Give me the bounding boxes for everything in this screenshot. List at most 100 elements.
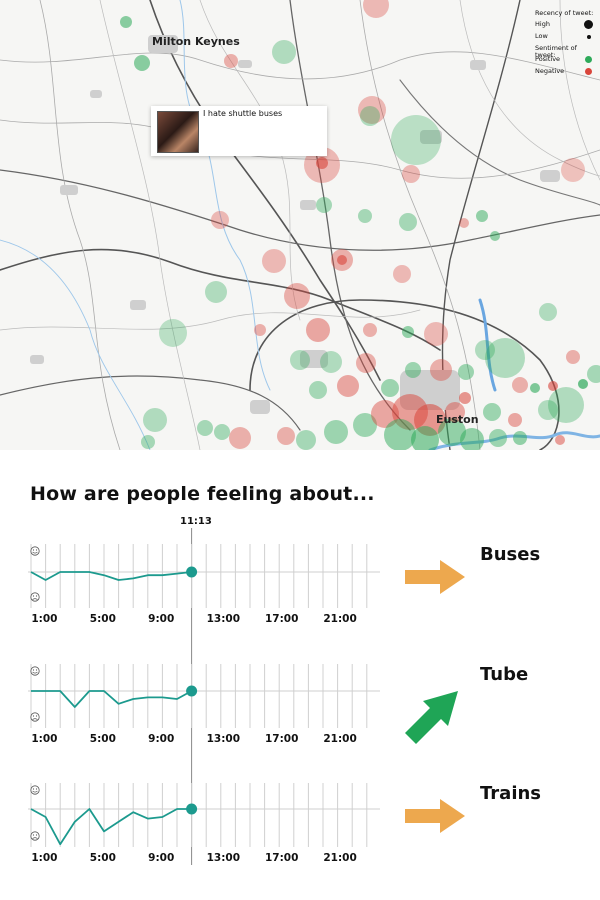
positive-tweet-marker[interactable] <box>384 419 416 450</box>
negative-tweet-marker[interactable] <box>445 402 465 422</box>
negative-tweet-marker[interactable] <box>211 211 229 229</box>
negative-tweet-marker[interactable] <box>277 427 295 445</box>
current-value-dot[interactable] <box>186 803 198 815</box>
positive-tweet-marker[interactable] <box>320 351 342 373</box>
positive-tweet-marker[interactable] <box>143 408 167 432</box>
negative-tweet-marker[interactable] <box>316 157 328 169</box>
negative-tweet-marker[interactable] <box>555 435 565 445</box>
chart-tube[interactable]: 1:00 5:00 9:00 13:00 17:00 21:00 <box>28 664 458 745</box>
positive-tweet-marker[interactable] <box>272 40 296 64</box>
negative-tweet-marker[interactable] <box>371 400 399 428</box>
negative-tweet-marker[interactable] <box>363 0 389 18</box>
negative-tweet-marker[interactable] <box>337 255 347 265</box>
positive-tweet-marker[interactable] <box>458 364 474 380</box>
positive-tweet-marker[interactable] <box>490 231 500 241</box>
positive-tweet-marker[interactable] <box>360 106 380 126</box>
positive-tweet-marker[interactable] <box>411 426 439 450</box>
positive-tweet-marker[interactable] <box>309 381 327 399</box>
time-tick-label: 5:00 <box>90 733 116 745</box>
positive-tweet-marker[interactable] <box>316 197 332 213</box>
positive-tweet-marker[interactable] <box>483 403 501 421</box>
minor-road <box>99 0 201 450</box>
positive-tweet-marker[interactable] <box>134 55 150 71</box>
positive-tweet-marker[interactable] <box>399 213 417 231</box>
river <box>0 239 151 450</box>
positive-tweet-marker[interactable] <box>353 413 377 437</box>
happy-face-icon <box>30 785 40 795</box>
positive-tweet-marker[interactable] <box>530 383 540 393</box>
negative-tweet-marker[interactable] <box>337 375 359 397</box>
tweet-popup[interactable]: I hate shuttle buses <box>151 106 327 156</box>
negative-tweet-marker[interactable] <box>363 323 377 337</box>
chart-trains[interactable]: 1:00 5:00 9:00 13:00 17:00 21:00 <box>28 783 465 864</box>
negative-tweet-marker[interactable] <box>306 318 330 342</box>
positive-tweet-marker[interactable] <box>402 326 414 338</box>
negative-tweet-marker[interactable] <box>358 96 386 124</box>
positive-tweet-marker[interactable] <box>197 420 213 436</box>
river <box>179 0 271 391</box>
time-tick-label: 21:00 <box>323 852 356 864</box>
negative-tweet-marker[interactable] <box>459 218 469 228</box>
negative-tweet-marker[interactable] <box>512 377 528 393</box>
positive-tweet-marker[interactable] <box>538 400 558 420</box>
time-tick-label: 13:00 <box>207 613 240 625</box>
positive-tweet-marker[interactable] <box>548 387 584 423</box>
major-road <box>0 248 441 351</box>
tweet-text: I hate shuttle buses <box>203 109 283 118</box>
time-tick-label: 1:00 <box>31 852 57 864</box>
positive-tweet-marker[interactable] <box>381 379 399 397</box>
sentiment-line <box>30 571 192 581</box>
positive-tweet-marker[interactable] <box>120 16 132 28</box>
negative-tweet-marker[interactable] <box>459 392 471 404</box>
negative-tweet-marker[interactable] <box>566 350 580 364</box>
negative-tweet-marker[interactable] <box>430 359 452 381</box>
negative-tweet-marker[interactable] <box>561 158 585 182</box>
negative-tweet-marker[interactable] <box>284 283 310 309</box>
negative-tweet-marker[interactable] <box>508 413 522 427</box>
happy-face-icon <box>30 546 40 556</box>
mode-label-trains: Trains <box>480 783 542 804</box>
map-legend: Recency of tweet: High Low Sentiment of … <box>533 8 597 78</box>
negative-tweet-marker[interactable] <box>224 54 238 68</box>
map-canvas[interactable] <box>0 0 600 450</box>
minor-road <box>0 119 600 179</box>
legend-item-high: High <box>533 19 597 31</box>
positive-tweet-marker[interactable] <box>539 303 557 321</box>
time-tick-label: 1:00 <box>31 733 57 745</box>
positive-tweet-marker[interactable] <box>438 418 466 446</box>
positive-tweet-marker[interactable] <box>296 430 316 450</box>
negative-tweet-marker[interactable] <box>229 427 251 449</box>
positive-tweet-marker[interactable] <box>214 424 230 440</box>
chart-buses[interactable]: 1:00 5:00 9:00 13:00 17:00 21:00 <box>28 544 465 625</box>
positive-tweet-marker[interactable] <box>405 362 421 378</box>
legend-sentiment-title: Sentiment of tweet: <box>535 44 577 59</box>
minor-road <box>459 0 600 177</box>
negative-tweet-marker[interactable] <box>262 249 286 273</box>
current-value-dot[interactable] <box>186 566 198 578</box>
negative-tweet-marker[interactable] <box>402 165 420 183</box>
positive-tweet-marker[interactable] <box>205 281 227 303</box>
negative-tweet-marker[interactable] <box>424 322 448 346</box>
positive-tweet-marker[interactable] <box>358 209 372 223</box>
positive-tweet-marker[interactable] <box>290 350 310 370</box>
positive-tweet-marker[interactable] <box>489 429 507 447</box>
positive-tweet-marker[interactable] <box>476 210 488 222</box>
tweet-map[interactable]: Milton Keynes Euston I hate shuttle buse… <box>0 0 600 450</box>
positive-tweet-marker[interactable] <box>513 431 527 445</box>
positive-tweet-marker[interactable] <box>485 338 525 378</box>
sentiment-charts[interactable]: 1:00 5:00 9:00 13:00 17:00 21:001:00 5:00 9:00 1… <box>0 450 600 900</box>
negative-tweet-marker[interactable] <box>393 265 411 283</box>
time-tick-label: 17:00 <box>265 852 298 864</box>
positive-tweet-marker[interactable] <box>141 435 155 449</box>
current-value-dot[interactable] <box>186 685 198 697</box>
positive-tweet-marker[interactable] <box>391 115 441 165</box>
positive-tweet-marker[interactable] <box>324 420 348 444</box>
negative-tweet-marker[interactable] <box>254 324 266 336</box>
positive-tweet-marker[interactable] <box>475 340 495 360</box>
positive-tweet-marker[interactable] <box>587 365 600 383</box>
negative-tweet-marker[interactable] <box>548 381 558 391</box>
negative-tweet-marker[interactable] <box>356 353 376 373</box>
positive-tweet-marker[interactable] <box>578 379 588 389</box>
positive-tweet-marker[interactable] <box>159 319 187 347</box>
positive-tweet-marker[interactable] <box>460 428 484 450</box>
